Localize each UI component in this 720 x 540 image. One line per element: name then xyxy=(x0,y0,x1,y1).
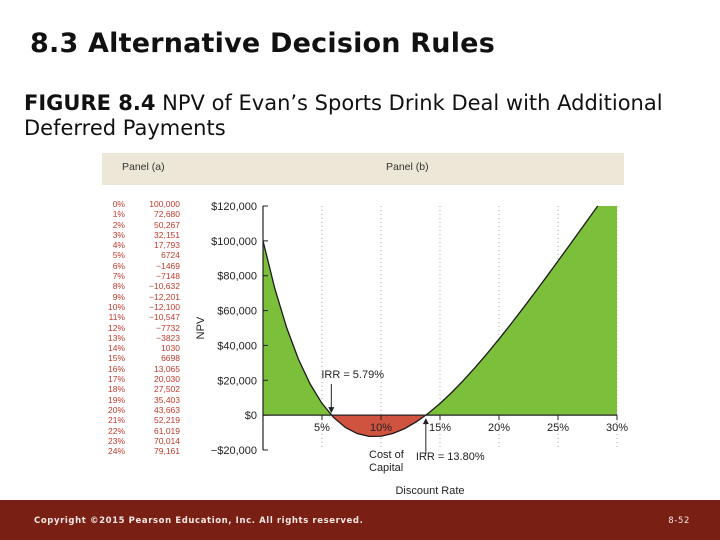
x-tick-label: 25% xyxy=(547,422,569,434)
y-tick-label: $60,000 xyxy=(217,306,257,318)
irr-label-high: IRR = 13.80% xyxy=(416,451,485,463)
table-rate-cell: 3% xyxy=(112,229,125,240)
table-rate-cell: 9% xyxy=(112,291,125,302)
table-npv-cell: 61,019 xyxy=(154,425,180,436)
table-npv-cell: 17,793 xyxy=(154,240,180,251)
table-rate-cell: 7% xyxy=(112,271,125,282)
table-rate-cell: 18% xyxy=(107,384,125,395)
y-tick-label: $80,000 xyxy=(217,271,257,283)
x-axis-title: Discount Rate xyxy=(395,485,464,497)
table-rate-cell: 15% xyxy=(107,353,125,364)
negative-npv-area xyxy=(331,415,426,437)
panel-header-band: Panel (a) Panel (b) xyxy=(102,153,624,185)
table-rate-cell: 11% xyxy=(108,312,125,323)
table-rate-cell: 14% xyxy=(107,343,125,354)
table-npv-cell: −7148 xyxy=(156,271,180,282)
table-npv-cell: −3823 xyxy=(156,332,180,343)
table-npv-cell: −10,632 xyxy=(149,281,180,292)
table-npv-cell: −10,547 xyxy=(149,312,180,323)
table-npv-cell: 27,502 xyxy=(154,384,180,395)
table-npv-cell: 6724 xyxy=(161,250,180,261)
x-tick-label: 15% xyxy=(429,422,451,434)
figure-caption: FIGURE 8.4 NPV of Evan’s Sports Drink De… xyxy=(24,91,684,141)
npv-column: 100,000 72,680 50,267 32,151 17,793 6724 −1469… xyxy=(140,199,180,456)
figure-number: FIGURE 8.4 xyxy=(24,91,156,115)
positive-npv-area-left xyxy=(263,240,332,416)
table-rate-cell: 22% xyxy=(107,425,125,436)
table-npv-cell: 35,403 xyxy=(154,394,180,405)
table-rate-cell: 17% xyxy=(107,374,125,385)
table-npv-cell: 50,267 xyxy=(154,219,180,230)
npv-curve-line xyxy=(262,205,599,438)
table-rate-cell: 6% xyxy=(112,260,125,271)
table-rate-cell: 4% xyxy=(112,240,125,251)
table-rate-cell: 1% xyxy=(112,209,125,220)
y-tick-label: $120,000 xyxy=(211,201,257,213)
table-npv-cell: −1469 xyxy=(156,260,180,271)
table-rate-cell: 12% xyxy=(107,322,125,333)
table-rate-cell: 24% xyxy=(107,446,125,457)
table-npv-cell: 79,161 xyxy=(154,446,180,457)
table-npv-cell: 6698 xyxy=(161,353,180,364)
table-npv-cell: 70,014 xyxy=(154,435,180,446)
panel-b-label: Panel (b) xyxy=(386,161,429,173)
table-rate-cell: 10% xyxy=(107,301,125,312)
table-rate-cell: 2% xyxy=(112,219,125,230)
table-rate-cell: 19% xyxy=(107,394,125,405)
slide-number: 8-52 xyxy=(668,516,690,526)
table-rate-cell: 13% xyxy=(107,332,125,343)
table-npv-cell: −7732 xyxy=(156,322,180,333)
figure-title: NPV of Evan’s Sports Drink Deal with Add… xyxy=(24,91,663,140)
irr-arrowhead-low xyxy=(328,407,335,414)
slide-title: 8.3 Alternative Decision Rules xyxy=(30,28,495,59)
x-tick-label: 5% xyxy=(314,422,330,434)
cost-of-capital-label-line1: Cost of xyxy=(369,449,405,461)
table-npv-cell: 1030 xyxy=(161,343,180,354)
table-npv-cell: 13,065 xyxy=(154,363,180,374)
y-tick-label: $20,000 xyxy=(217,375,257,387)
npv-chart: $120,000 $100,000 $80,000 $60,000 $40,000 $20… xyxy=(195,201,628,497)
table-npv-cell: −12,201 xyxy=(149,291,180,302)
table-rate-cell: 16% xyxy=(107,363,125,374)
footer-bar: Copyright ©2015 Pearson Education, Inc. … xyxy=(0,500,720,540)
x-tick-label: 20% xyxy=(488,422,510,434)
x-tick-label: 30% xyxy=(606,422,628,434)
y-axis-title: NPV xyxy=(195,316,207,339)
panel-a-label: Panel (a) xyxy=(122,161,165,173)
irr-arrowhead-high xyxy=(422,418,429,425)
y-tick-label: $100,000 xyxy=(211,236,257,248)
rate-column: 0% 1% 2% 3% 4% 5% 6% 7% 8% 9% 10% 11% 12% 13% 14% 15% 16… xyxy=(101,199,125,456)
x-tick-label: 10% xyxy=(370,422,392,434)
table-npv-cell: 52,219 xyxy=(154,415,180,426)
copyright-text: Copyright ©2015 Pearson Education, Inc. … xyxy=(34,516,364,526)
table-npv-cell: 100,000 xyxy=(149,199,180,209)
table-npv-cell: 32,151 xyxy=(154,229,180,240)
table-rate-cell: 23% xyxy=(107,435,125,446)
table-rate-cell: 0% xyxy=(112,199,125,209)
table-rate-cell: 8% xyxy=(112,281,125,292)
table-rate-cell: 21% xyxy=(107,415,125,426)
irr-label-low: IRR = 5.79% xyxy=(321,369,384,381)
table-npv-cell: −12,100 xyxy=(149,301,180,312)
table-npv-cell: 20,030 xyxy=(154,374,180,385)
table-rate-cell: 20% xyxy=(107,404,125,415)
y-tick-label: −$20,000 xyxy=(211,445,257,457)
table-npv-cell: 72,680 xyxy=(154,209,180,220)
table-rate-cell: 5% xyxy=(112,250,125,261)
y-tick-label: $0 xyxy=(245,410,257,422)
y-tick-label: $40,000 xyxy=(217,340,257,352)
table-npv-cell: 43,663 xyxy=(154,404,180,415)
cost-of-capital-label-line2: Capital xyxy=(369,462,403,474)
